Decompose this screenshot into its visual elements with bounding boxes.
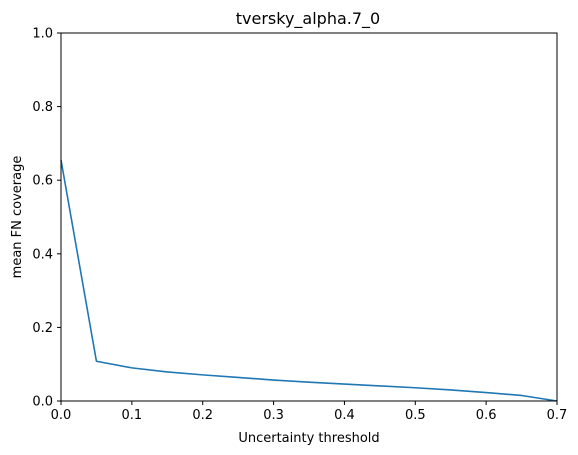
x-tick-label: 0.4: [334, 408, 355, 423]
series-layer: [60, 159, 558, 402]
x-tick-label: 0.5: [405, 408, 426, 423]
x-tick-label: 0.6: [476, 408, 497, 423]
y-axis-label: mean FN coverage: [10, 156, 25, 279]
x-axis-label: Uncertainty threshold: [238, 431, 379, 446]
x-axis-ticks: 0.0 0.1 0.2 0.3 0.4 0.5 0.6 0.7: [51, 401, 568, 423]
chart-title: tversky_alpha.7_0: [236, 9, 380, 29]
y-tick-label: 0.0: [32, 395, 53, 410]
x-tick-label: 0.7: [547, 408, 568, 423]
x-tick-label: 0.0: [51, 408, 72, 423]
x-tick-label: 0.1: [122, 408, 143, 423]
y-tick-label: 0.6: [32, 174, 53, 189]
y-tick-label: 0.4: [32, 247, 53, 262]
x-tick-label: 0.3: [263, 408, 284, 423]
y-axis-ticks: 0.0 0.2 0.4 0.6 0.8 1.0: [32, 27, 61, 410]
y-tick-label: 1.0: [32, 27, 53, 42]
x-tick-label: 0.2: [192, 408, 213, 423]
plot-frame: [60, 32, 558, 402]
y-tick-label: 0.8: [32, 100, 53, 115]
y-tick-label: 0.2: [32, 321, 53, 336]
series-line: [60, 159, 558, 402]
